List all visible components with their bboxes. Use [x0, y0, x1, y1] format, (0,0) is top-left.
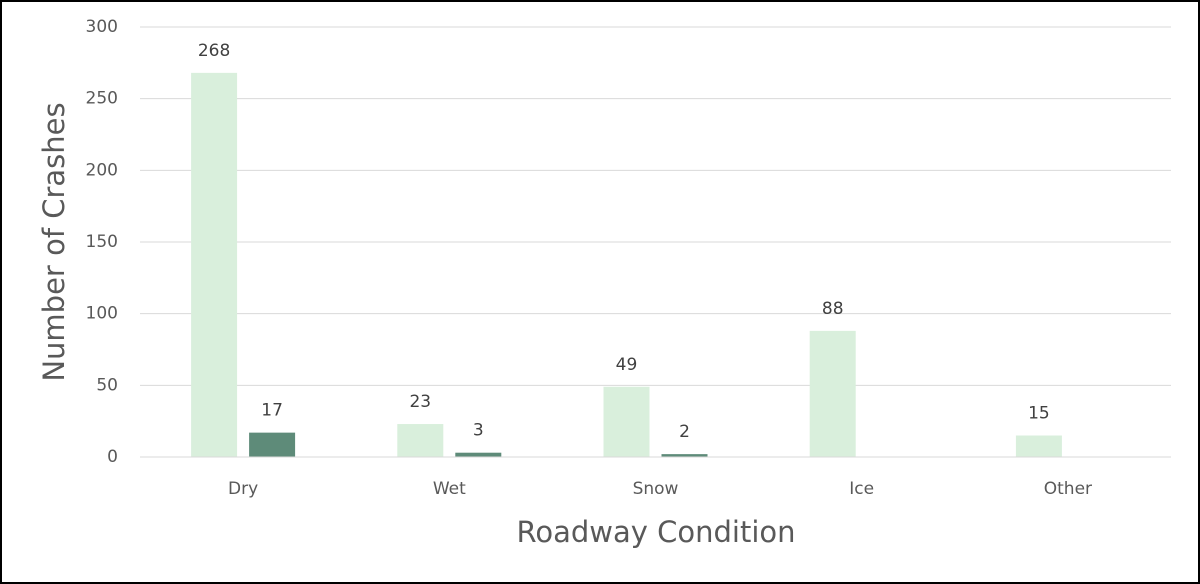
- y-axis-title: Number of Crashes: [37, 102, 71, 381]
- y-tick-label: 250: [86, 89, 118, 109]
- value-label: 3: [473, 421, 484, 441]
- x-tick-label: Snow: [633, 479, 679, 499]
- y-tick-label: 150: [86, 232, 118, 252]
- value-label: 88: [822, 299, 844, 319]
- value-label: 23: [409, 392, 431, 412]
- bar: [603, 386, 650, 457]
- y-tick-label: 50: [96, 375, 118, 395]
- bar: [1015, 435, 1062, 457]
- bar: [397, 424, 444, 457]
- y-tick-label: 100: [86, 304, 118, 324]
- bar: [809, 330, 856, 457]
- value-label: 268: [198, 41, 230, 61]
- x-tick-label: Other: [1044, 479, 1092, 499]
- y-tick-label: 200: [86, 160, 118, 180]
- x-tick-label: Dry: [228, 479, 258, 499]
- bar: [661, 454, 708, 457]
- bar: [249, 432, 296, 457]
- value-label: 17: [261, 401, 283, 421]
- value-label: 49: [616, 355, 638, 375]
- x-axis-title: Roadway Condition: [516, 515, 795, 549]
- value-label: 15: [1028, 404, 1050, 424]
- x-tick-label: Ice: [849, 479, 874, 499]
- bar: [455, 452, 502, 457]
- y-tick-label: 300: [86, 17, 118, 37]
- bar: [191, 72, 238, 457]
- value-label: 2: [679, 422, 690, 442]
- x-tick-label: Wet: [433, 479, 466, 499]
- y-tick-label: 0: [107, 447, 118, 467]
